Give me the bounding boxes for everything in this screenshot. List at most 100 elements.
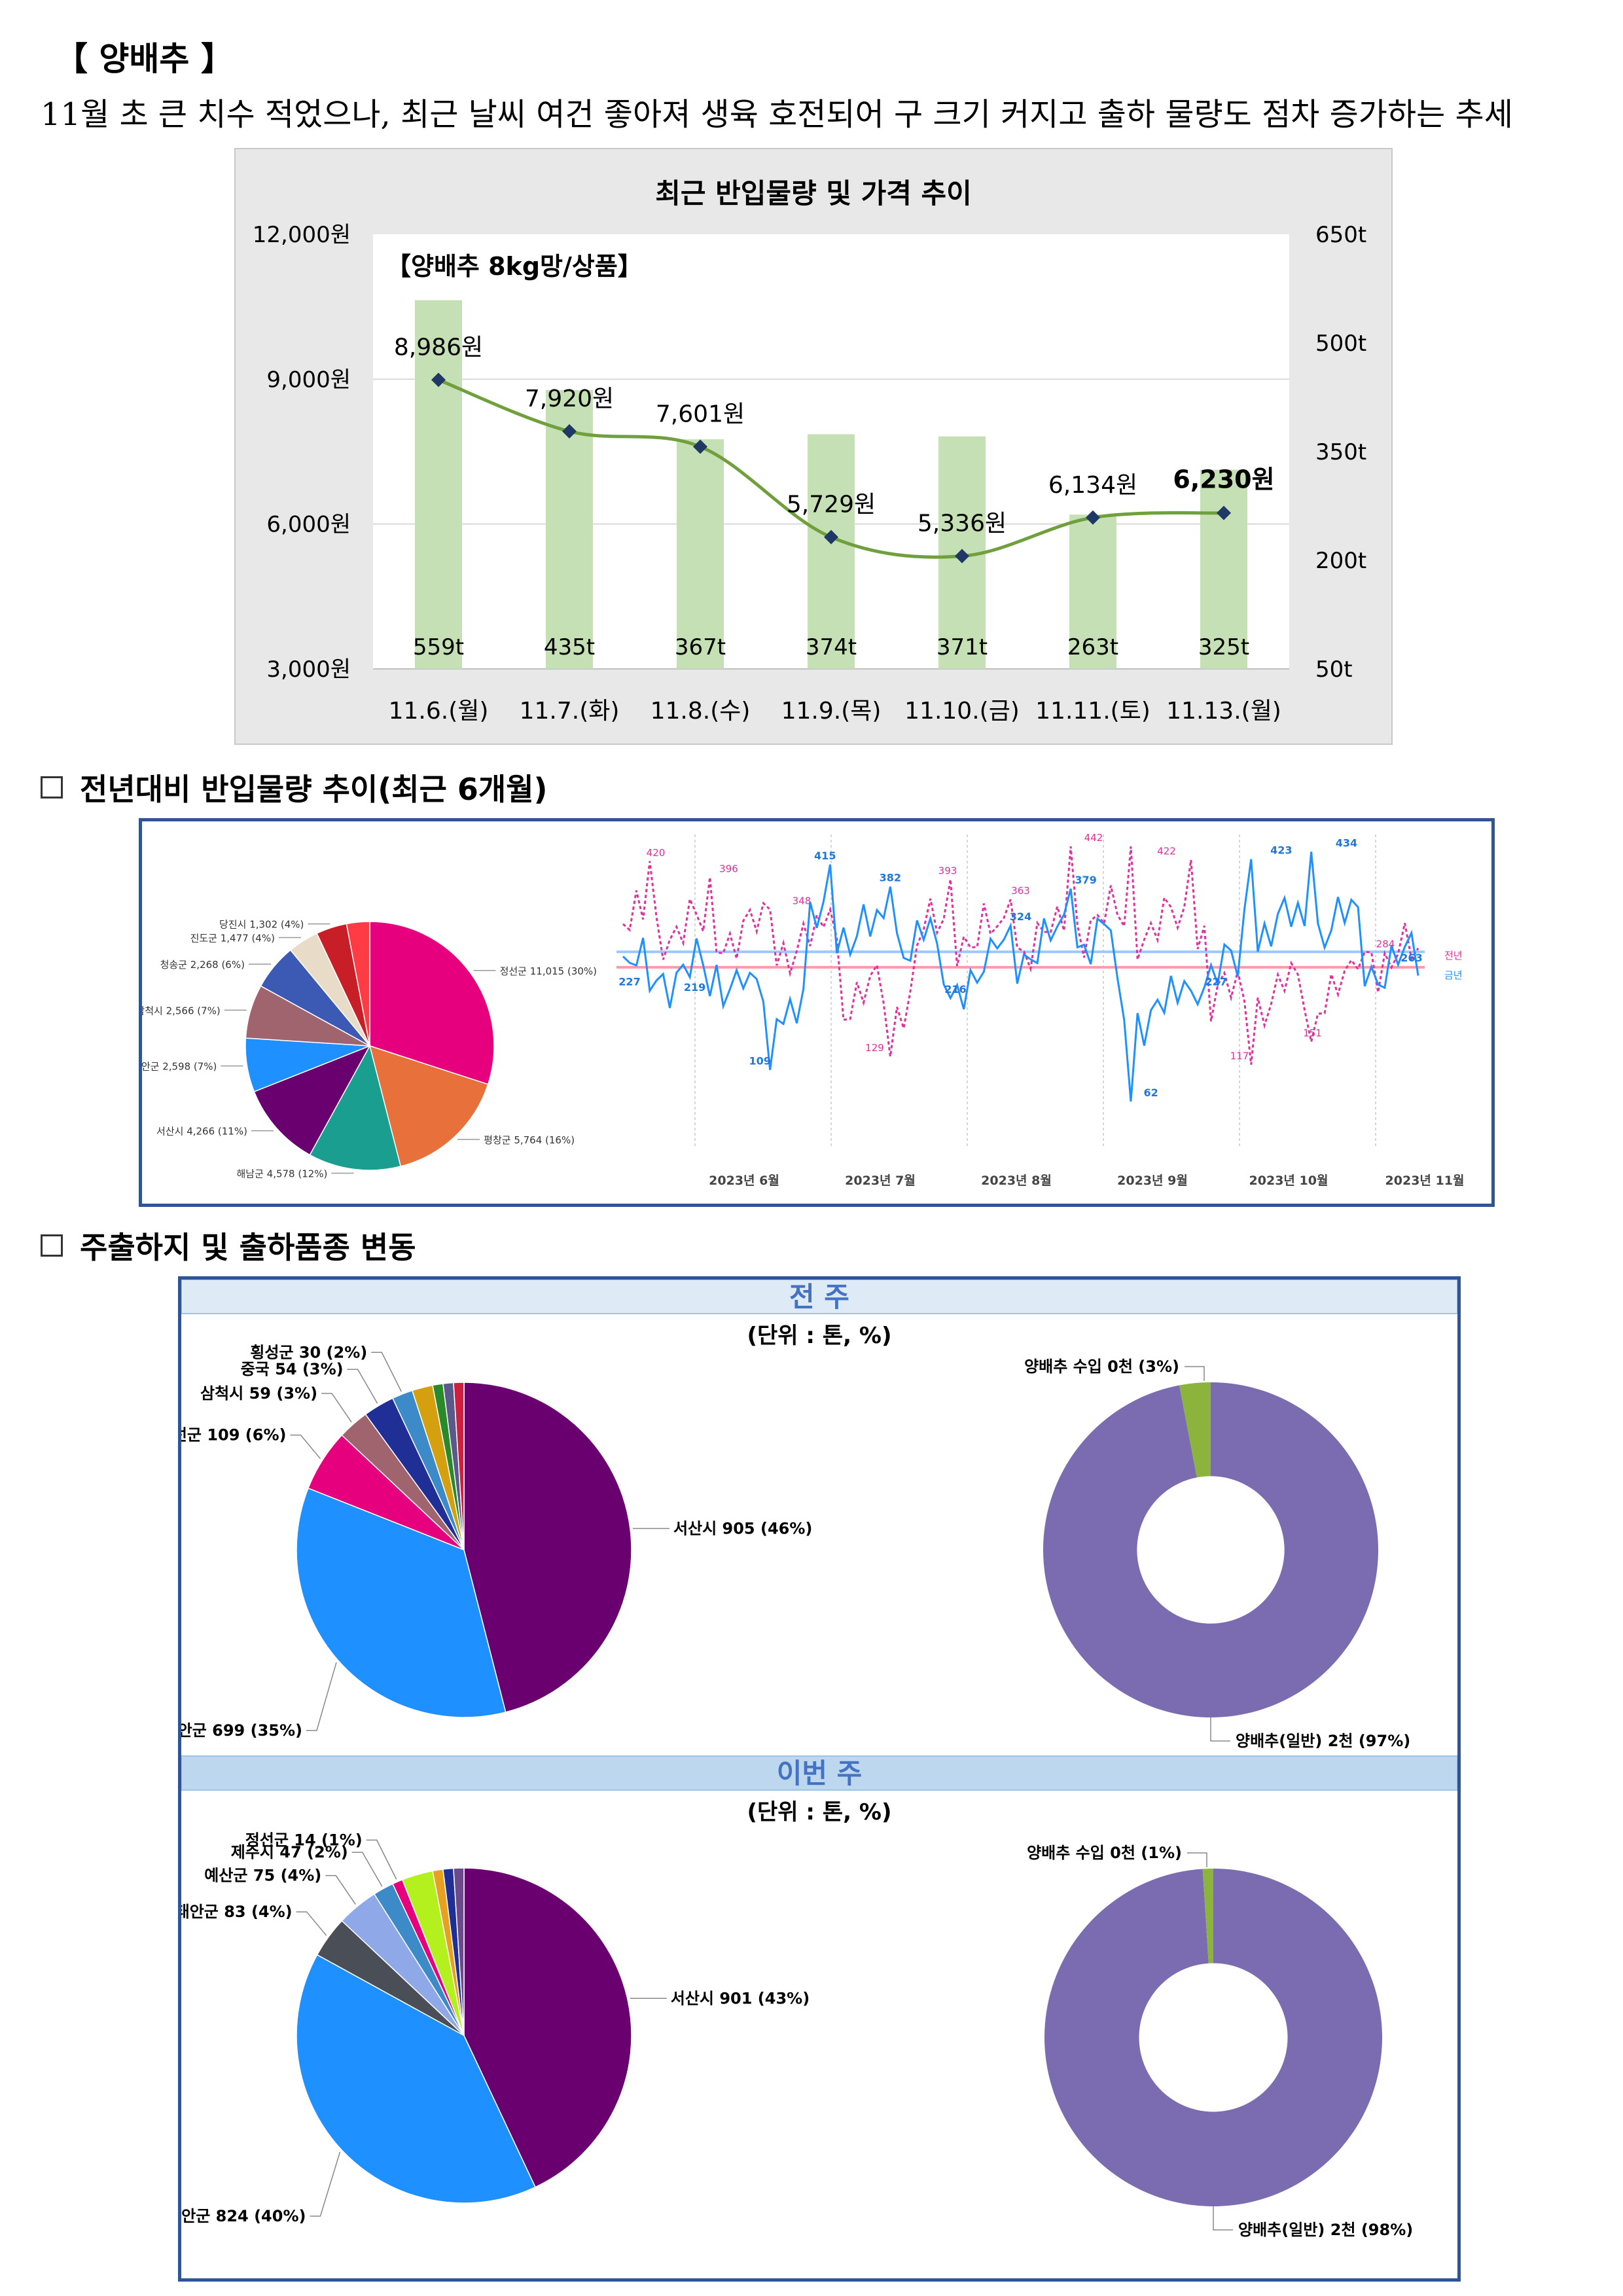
leader-line bbox=[321, 1393, 352, 1423]
origin-curr-slice bbox=[296, 1954, 536, 2204]
chart-title: 최근 반입물량 및 가격 추이 bbox=[655, 177, 972, 209]
chart-subtitle: 【양배추 8kg망/상품】 bbox=[386, 252, 643, 281]
section-title: 【 양배추 】 bbox=[55, 40, 234, 78]
origin-prev-label: 무안군 699 (35%) bbox=[181, 1721, 302, 1740]
leader-line bbox=[306, 1662, 337, 1731]
price-point bbox=[693, 439, 707, 454]
market-summary: 11월 초 큰 치수 적었으나, 최근 날씨 여건 좋아져 생육 호전되어 구 … bbox=[41, 96, 1513, 133]
week-header-label: 전 주 bbox=[789, 1281, 849, 1313]
unit-label: (단위 : 톤, %) bbox=[747, 1799, 891, 1825]
y-left-tick: 12,000원 bbox=[253, 222, 351, 248]
last-year-point-label: 363 bbox=[1011, 885, 1030, 897]
month-tick: 2023년 10월 bbox=[1249, 1174, 1329, 1188]
origin-prev-slice bbox=[296, 1487, 507, 1718]
last-year-point-label: 422 bbox=[1157, 846, 1176, 857]
origin-6m-slice bbox=[369, 921, 495, 1085]
y-right-tick: 200t bbox=[1315, 548, 1366, 574]
variety-curr-slice bbox=[1202, 1869, 1213, 1964]
volume-label: 325t bbox=[1198, 634, 1249, 660]
this-year-point-label: 227 bbox=[618, 976, 640, 988]
last-year-point-label: 442 bbox=[1084, 832, 1103, 844]
yoy-section-heading: 전년대비 반입물량 추이(최근 6개월) bbox=[41, 766, 548, 809]
volume-bar bbox=[1069, 514, 1116, 669]
y-right-tick: 50t bbox=[1315, 656, 1353, 683]
x-tick: 11.8.(수) bbox=[651, 698, 751, 725]
volume-label: 435t bbox=[544, 634, 595, 660]
month-tick: 2023년 9월 bbox=[1117, 1174, 1188, 1188]
this-year-point-label: 109 bbox=[749, 1055, 770, 1067]
last-year-point-label: 396 bbox=[719, 863, 738, 874]
volume-bar bbox=[1200, 469, 1247, 669]
origin-section-heading: 주출하지 및 출하품종 변동 bbox=[41, 1224, 416, 1267]
legend-this-year: 금년 bbox=[1444, 969, 1463, 981]
yoy-panel-svg: 정선군 11,015 (30%) 평창군 5,764 (16%) 해남군 4,578… bbox=[132, 832, 1464, 1188]
y-right-tick: 650t bbox=[1315, 222, 1366, 248]
origin-prev-slice bbox=[463, 1382, 632, 1713]
price-point bbox=[955, 548, 969, 564]
this-year-point-label: 382 bbox=[880, 872, 901, 884]
x-tick: 11.6.(월) bbox=[389, 698, 489, 725]
origin-6m-label: 당진시 1,302 (4%) bbox=[219, 919, 304, 931]
checkbox-icon bbox=[41, 1234, 63, 1257]
y-right-tick: 350t bbox=[1315, 439, 1366, 465]
last-year-point-label: 420 bbox=[647, 847, 666, 859]
leader-line bbox=[296, 1911, 327, 1936]
variety-prev-main-label: 양배추(일반) 2천 (97%) bbox=[1236, 1732, 1410, 1750]
origin-6m-slice bbox=[253, 1045, 371, 1156]
volume-bar bbox=[415, 300, 462, 669]
leader-line bbox=[1213, 2206, 1233, 2231]
price-volume-chart-svg: 최근 반입물량 및 가격 추이 【양배추 8kg망/상품】 3,000원 6,000원… bbox=[253, 177, 1366, 725]
variety-prev-import-label: 양배추 수입 0천 (3%) bbox=[1024, 1357, 1179, 1376]
last-year-point-label: 393 bbox=[938, 865, 957, 876]
legend-last-year: 전년 bbox=[1444, 950, 1463, 961]
leader-line bbox=[1185, 1366, 1205, 1381]
this-year-point-label: 434 bbox=[1336, 836, 1357, 849]
leader-line bbox=[325, 1874, 356, 1905]
x-tick: 11.13.(월) bbox=[1166, 698, 1281, 725]
yoy-section-title: 전년대비 반입물량 추이(최근 6개월) bbox=[80, 772, 548, 807]
price-point bbox=[1086, 510, 1100, 525]
volume-label: 263t bbox=[1067, 634, 1118, 660]
origin-variety-panel: 전 주 (단위 : 톤, %) 이번 주 (단위 : 톤, %) 서산시 905 (46… bbox=[158, 1276, 1461, 2282]
this-year-point-label: 423 bbox=[1270, 844, 1292, 857]
volume-bar bbox=[808, 434, 855, 669]
this-year-line bbox=[622, 852, 1419, 1102]
y-left-tick: 6,000원 bbox=[266, 512, 351, 538]
volume-label: 367t bbox=[675, 634, 726, 660]
variety-prev-slice bbox=[1043, 1382, 1378, 1717]
this-year-point-label: 379 bbox=[1075, 874, 1096, 886]
price-label: 7,601원 bbox=[656, 401, 745, 428]
origin-prev-slice bbox=[453, 1382, 465, 1551]
x-tick: 11.11.(토) bbox=[1035, 698, 1150, 725]
checkbox-icon bbox=[41, 776, 63, 798]
leader-line bbox=[347, 1369, 378, 1404]
leader-line bbox=[290, 1434, 321, 1460]
last-year-line bbox=[622, 846, 1419, 1065]
price-point bbox=[562, 424, 577, 439]
origin-variety-panel-svg: 전 주 (단위 : 톤, %) 이번 주 (단위 : 톤, %) 서산시 905 (46… bbox=[158, 1279, 1458, 2239]
last-year-point-label: 151 bbox=[1303, 1028, 1322, 1039]
this-year-point-label: 415 bbox=[814, 850, 836, 862]
last-year-point-label: 129 bbox=[865, 1042, 884, 1054]
month-tick: 2023년 7월 bbox=[845, 1174, 916, 1188]
leader-line bbox=[351, 1852, 383, 1887]
origin-6m-label: 정선군 11,015 (30%) bbox=[500, 965, 597, 977]
variety-curr-slice bbox=[1044, 1869, 1382, 2206]
origin-curr-label: 무안군 824 (40%) bbox=[181, 2207, 306, 2225]
leader-line bbox=[371, 1352, 402, 1392]
price-label: 5,729원 bbox=[787, 492, 876, 518]
variety-curr-main-label: 양배추(일반) 2천 (98%) bbox=[1238, 2221, 1413, 2239]
origin-6m-label: 삼척시 2,566 (7%) bbox=[142, 1005, 221, 1016]
volume-bar bbox=[677, 439, 724, 669]
price-label: 8,986원 bbox=[394, 334, 483, 361]
origin-prev-label: 정선군 109 (6%) bbox=[181, 1426, 286, 1444]
volume-label: 559t bbox=[413, 634, 464, 660]
origin-6m-label: 무안군 2,598 (7%) bbox=[142, 1061, 217, 1073]
x-tick: 11.9.(목) bbox=[781, 698, 882, 725]
this-year-point-label: 324 bbox=[1010, 910, 1031, 923]
origin-prev-label: 횡성군 30 (2%) bbox=[250, 1343, 367, 1361]
last-year-point-label: 117 bbox=[1230, 1050, 1249, 1062]
origin-6m-slice bbox=[368, 1045, 489, 1167]
origin-curr-label: 태안군 83 (4%) bbox=[181, 1903, 293, 1921]
price-point bbox=[431, 372, 446, 387]
